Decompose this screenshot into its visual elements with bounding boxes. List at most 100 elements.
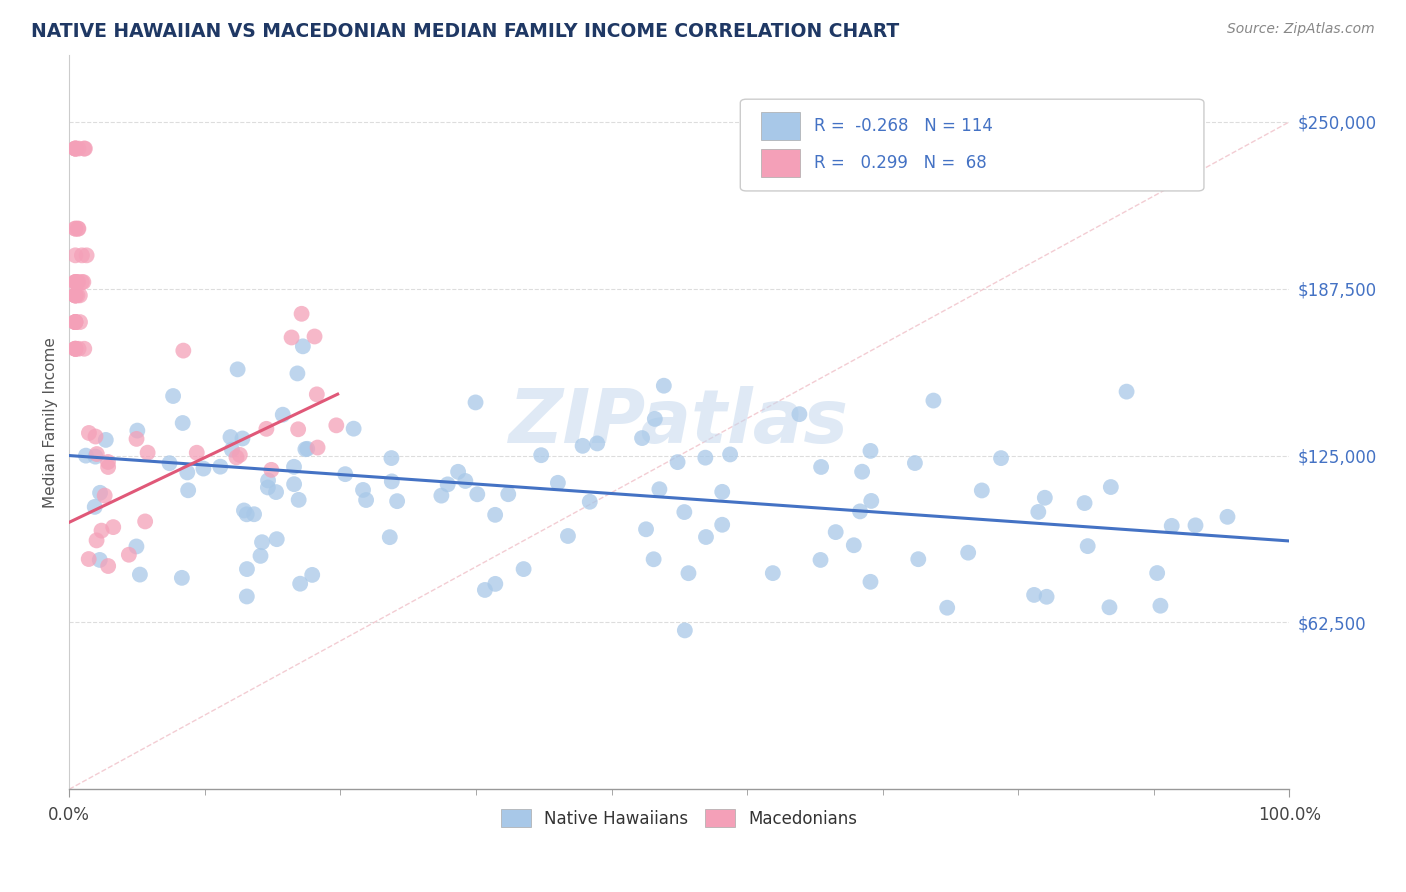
- Point: [907, 552, 929, 566]
- Point: [557, 529, 579, 543]
- Point: [631, 431, 654, 445]
- Point: [73, 142, 96, 156]
- Point: [219, 430, 242, 444]
- Point: [67, 142, 90, 156]
- Point: [75, 449, 97, 463]
- FancyBboxPatch shape: [761, 112, 800, 140]
- FancyBboxPatch shape: [761, 149, 800, 177]
- Point: [65, 221, 87, 235]
- Point: [711, 517, 734, 532]
- Point: [69, 315, 91, 329]
- Point: [957, 546, 980, 560]
- Point: [283, 459, 305, 474]
- Point: [89, 553, 111, 567]
- Point: [225, 450, 247, 465]
- Point: [226, 362, 249, 376]
- Point: [221, 442, 243, 457]
- Point: [77, 425, 100, 440]
- Point: [430, 489, 453, 503]
- Point: [547, 475, 569, 490]
- Point: [94, 433, 117, 447]
- Point: [484, 508, 506, 522]
- Point: [77, 552, 100, 566]
- Point: [84, 450, 107, 464]
- Point: [243, 507, 266, 521]
- Text: R =  -0.268   N = 114: R = -0.268 N = 114: [814, 118, 993, 136]
- Point: [810, 553, 832, 567]
- Point: [484, 577, 506, 591]
- Point: [250, 535, 273, 549]
- Point: [711, 484, 734, 499]
- Point: [65, 315, 87, 329]
- Point: [1099, 480, 1122, 494]
- Point: [860, 494, 883, 508]
- Point: [67, 221, 90, 235]
- Point: [235, 508, 257, 522]
- Point: [186, 446, 208, 460]
- Point: [789, 407, 811, 421]
- Point: [283, 477, 305, 491]
- Text: ZIPatlas: ZIPatlas: [509, 385, 849, 458]
- Point: [97, 460, 120, 475]
- Point: [842, 538, 865, 552]
- Point: [287, 367, 309, 381]
- Point: [231, 432, 253, 446]
- Point: [474, 582, 496, 597]
- Point: [266, 532, 288, 546]
- Point: [86, 533, 108, 548]
- Point: [136, 445, 159, 459]
- Point: [73, 342, 96, 356]
- Point: [69, 288, 91, 302]
- Point: [1077, 539, 1099, 553]
- Point: [65, 342, 87, 356]
- Point: [297, 442, 319, 456]
- Text: Source: ZipAtlas.com: Source: ZipAtlas.com: [1227, 22, 1375, 37]
- Point: [65, 142, 87, 156]
- Point: [695, 450, 717, 465]
- Point: [103, 520, 125, 534]
- Point: [648, 482, 671, 496]
- Point: [335, 467, 357, 482]
- Point: [851, 465, 873, 479]
- Point: [678, 566, 700, 581]
- Point: [66, 288, 89, 302]
- Point: [380, 451, 402, 466]
- Text: NATIVE HAWAIIAN VS MACEDONIAN MEDIAN FAMILY INCOME CORRELATION CHART: NATIVE HAWAIIAN VS MACEDONIAN MEDIAN FAM…: [31, 22, 900, 41]
- Point: [65, 288, 87, 302]
- Point: [172, 343, 194, 358]
- Point: [65, 275, 87, 289]
- Point: [90, 524, 112, 538]
- Point: [644, 412, 666, 426]
- Point: [1033, 491, 1056, 505]
- Point: [70, 248, 93, 262]
- Point: [1073, 496, 1095, 510]
- Point: [65, 288, 87, 302]
- Point: [859, 574, 882, 589]
- Point: [76, 248, 98, 262]
- Point: [970, 483, 993, 498]
- Point: [464, 395, 486, 409]
- Point: [65, 315, 87, 329]
- Point: [66, 221, 89, 235]
- Point: [1146, 566, 1168, 580]
- Point: [666, 455, 689, 469]
- Point: [294, 442, 316, 457]
- Point: [125, 540, 148, 554]
- Point: [257, 480, 280, 494]
- Point: [65, 142, 87, 156]
- Point: [291, 339, 314, 353]
- Point: [162, 389, 184, 403]
- Point: [65, 288, 87, 302]
- Point: [118, 548, 141, 562]
- Point: [65, 142, 87, 156]
- Point: [86, 447, 108, 461]
- Point: [93, 489, 115, 503]
- Point: [936, 600, 959, 615]
- Point: [97, 559, 120, 574]
- Point: [378, 530, 401, 544]
- Point: [859, 443, 882, 458]
- Point: [125, 432, 148, 446]
- Point: [249, 549, 271, 563]
- Point: [193, 461, 215, 475]
- Point: [129, 567, 152, 582]
